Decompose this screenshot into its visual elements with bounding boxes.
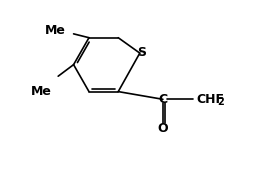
Text: O: O <box>158 122 168 135</box>
Text: C: C <box>158 93 168 106</box>
Text: Me: Me <box>31 85 52 98</box>
Text: CHF: CHF <box>197 93 225 106</box>
Text: Me: Me <box>45 24 65 37</box>
Text: S: S <box>138 46 146 59</box>
Text: 2: 2 <box>217 97 224 107</box>
